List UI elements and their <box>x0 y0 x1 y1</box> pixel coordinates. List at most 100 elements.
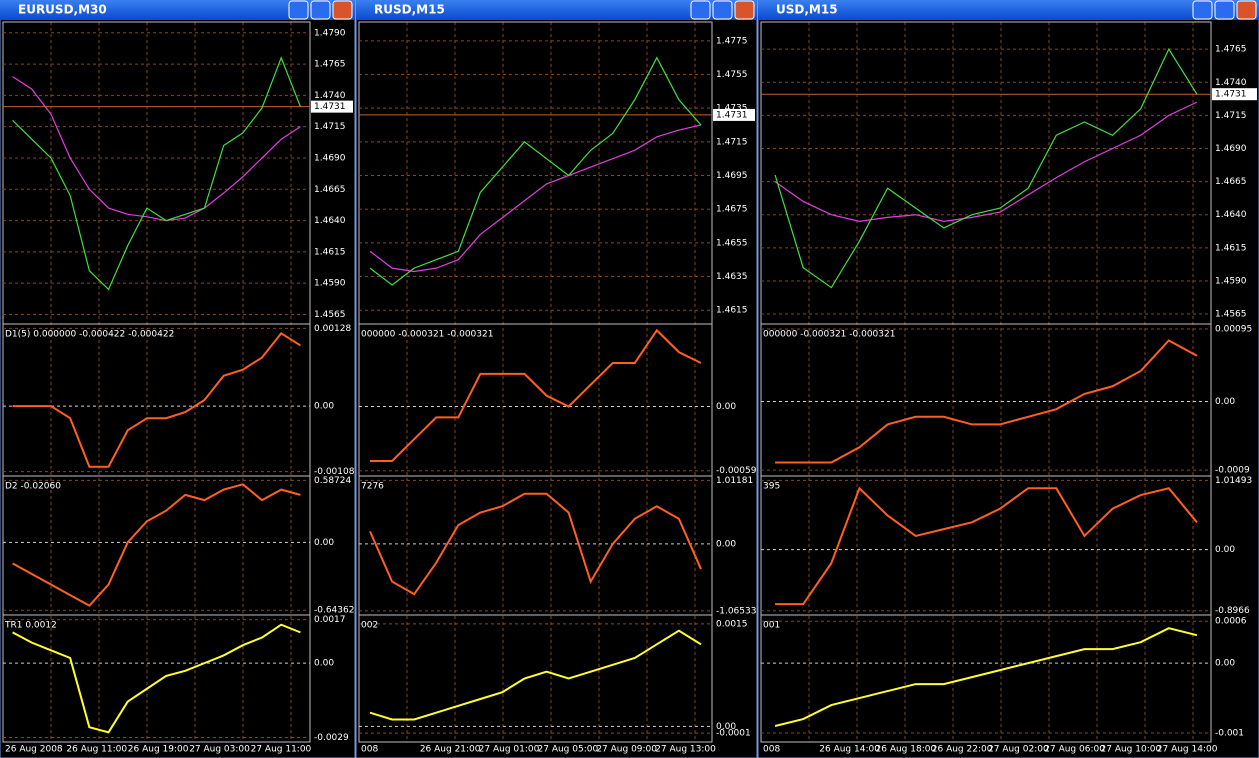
title-bar <box>356 0 757 20</box>
indicator-line <box>12 623 301 734</box>
y-tick-label: 1.4640 <box>1215 210 1247 220</box>
x-tick-label: 26 Aug 18:00 <box>876 745 937 755</box>
window-close-button[interactable] <box>734 0 755 20</box>
y-tick-label: 1.4790 <box>314 28 346 38</box>
indicator-line <box>369 124 702 273</box>
y-tick-label: -0.0001 <box>716 729 751 739</box>
y-tick-label: 1.4715 <box>314 122 346 132</box>
y-tick-label: -0.0029 <box>314 733 349 743</box>
indicator-label: 395 <box>763 482 780 492</box>
indicator-label: 002 <box>361 621 378 631</box>
pane-border <box>2 614 311 743</box>
current-price-box <box>1212 88 1257 101</box>
window-title: EURUSD,M30 <box>18 3 107 17</box>
title-bar <box>758 0 1259 20</box>
y-tick-label: 1.4635 <box>716 272 748 282</box>
y-tick-label: 1.4755 <box>716 70 748 80</box>
y-tick-label: -0.8966 <box>1215 606 1250 616</box>
window-frame <box>0 0 356 758</box>
indicator-line <box>774 101 1198 222</box>
y-tick-label: -0.00108 <box>314 467 355 477</box>
current-price-label: 1.4731 <box>314 102 346 112</box>
y-tick-label: 0.0006 <box>1215 617 1247 627</box>
y-tick-label: 1.01181 <box>716 476 753 486</box>
x-tick-label: 27 Aug 14:00 <box>1157 745 1218 755</box>
current-price-box <box>311 100 353 113</box>
y-tick-label: 0.00 <box>314 538 334 548</box>
x-tick-label: 27 Aug 02:00 <box>988 745 1049 755</box>
y-tick-label: 1.4740 <box>1215 78 1247 88</box>
window-title: RUSD,M15 <box>374 3 445 17</box>
y-tick-label: 0.00 <box>716 722 736 732</box>
y-tick-label: 1.4615 <box>716 306 748 316</box>
x-tick-label: 26 Aug 11:00 <box>66 745 127 755</box>
y-tick-label: 1.4695 <box>716 171 748 181</box>
x-tick-label: 008 <box>763 745 780 755</box>
indicator-line <box>12 76 301 222</box>
indicator-line <box>774 47 1198 289</box>
window-max-button[interactable] <box>712 0 733 20</box>
current-price-box <box>713 108 755 121</box>
x-tick-label: 27 Aug 09:00 <box>596 745 657 755</box>
y-tick-label: 0.00 <box>1215 545 1235 555</box>
x-tick-label: 008 <box>361 745 378 755</box>
y-tick-label: 0.00 <box>716 402 736 412</box>
y-tick-label: -0.0009 <box>1215 466 1250 476</box>
indicator-line <box>775 339 1198 464</box>
y-tick-label: 0.00 <box>1215 659 1235 669</box>
y-tick-label: 0.0017 <box>314 615 346 625</box>
x-tick-label: 27 Aug 05:00 <box>538 745 599 755</box>
window-frame <box>757 0 1259 758</box>
x-tick-label: 26 Aug 22:00 <box>932 745 993 755</box>
x-tick-label: 27 Aug 13:00 <box>655 745 716 755</box>
window-close-button[interactable] <box>1236 0 1257 20</box>
window-min-button[interactable] <box>690 0 711 20</box>
window-max-button[interactable] <box>1214 0 1235 20</box>
x-tick-label: 27 Aug 10:00 <box>1101 745 1162 755</box>
indicator-line <box>12 56 301 291</box>
y-tick-label: 1.4735 <box>716 104 748 114</box>
indicator-line <box>369 56 702 286</box>
title-bar <box>0 0 355 20</box>
indicator-line <box>774 627 1198 727</box>
y-tick-label: 1.4765 <box>1215 45 1247 55</box>
y-tick-label: 1.4675 <box>716 205 748 215</box>
y-tick-label: 1.4690 <box>1215 144 1247 154</box>
indicator-line <box>12 483 301 607</box>
y-tick-label: 0.00 <box>1215 397 1235 407</box>
indicator-label: 001 <box>763 621 780 631</box>
y-tick-label: 1.4640 <box>314 216 346 226</box>
indicator-line <box>370 328 702 462</box>
y-tick-label: 1.4715 <box>1215 111 1247 121</box>
y-tick-label: 1.4590 <box>314 279 346 289</box>
x-tick-label: 27 Aug 11:00 <box>251 745 312 755</box>
window-min-button[interactable] <box>1192 0 1213 20</box>
window-close-button[interactable] <box>332 0 353 20</box>
window-min-button[interactable] <box>288 0 309 20</box>
pane-border <box>358 614 713 743</box>
y-tick-label: 1.4665 <box>314 185 346 195</box>
y-tick-label: 1.4590 <box>1215 276 1247 286</box>
indicator-line <box>369 629 702 721</box>
y-tick-label: 1.4615 <box>314 247 346 257</box>
window-max-button[interactable] <box>310 0 331 20</box>
indicator-line <box>775 486 1198 606</box>
y-tick-label: 1.4615 <box>1215 243 1247 253</box>
y-tick-label: 0.00 <box>716 539 736 549</box>
indicator-line <box>369 492 702 596</box>
x-tick-label: 26 Aug 14:00 <box>819 745 880 755</box>
x-tick-label: 26 Aug 21:00 <box>420 745 481 755</box>
window-title: USD,M15 <box>776 3 838 17</box>
y-tick-label: 1.4565 <box>1215 310 1247 320</box>
y-tick-label: 1.4775 <box>716 36 748 46</box>
y-tick-label: 1.4690 <box>314 153 346 163</box>
current-price-label: 1.4731 <box>716 110 748 120</box>
window-frame <box>355 0 758 758</box>
indicator-label: TR1 0.0012 <box>4 621 57 631</box>
x-tick-label: 27 Aug 01:00 <box>479 745 540 755</box>
x-tick-label: 27 Aug 03:00 <box>189 745 250 755</box>
indicator-label: 000000 -0.000321 -0.000321 <box>763 330 895 340</box>
y-tick-label: -0.64362 <box>314 606 354 616</box>
y-tick-label: 0.00 <box>314 659 334 669</box>
current-price-label: 1.4731 <box>1215 90 1247 100</box>
